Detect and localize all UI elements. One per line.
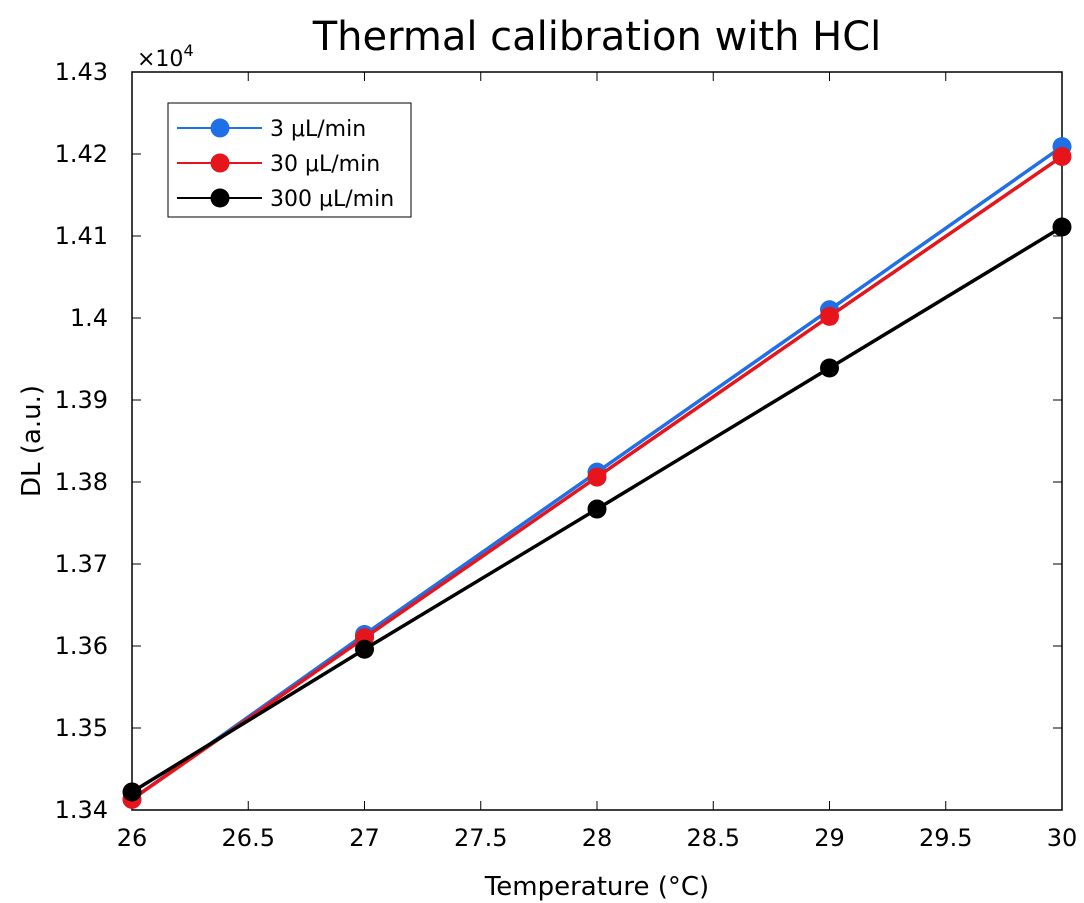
svg-text:×104: ×104 <box>137 41 194 72</box>
x-axis-ticks: 26 26.5 27 27.5 28 28.5 29 29.5 30 <box>117 72 1078 852</box>
x-tick-label: 27 <box>349 824 380 852</box>
y-tick-label: 1.38 <box>55 468 108 496</box>
x-tick-label: 28 <box>582 824 613 852</box>
series-3-point <box>122 782 142 802</box>
x-tick-label: 27.5 <box>454 824 507 852</box>
x-tick-label: 30 <box>1047 824 1078 852</box>
y-multiplier-base: ×10 <box>137 47 183 72</box>
y-axis-ticks: 1.34 1.35 1.36 1.37 1.38 1.39 1.4 1.41 1.42 1.43 <box>55 58 1062 824</box>
legend-label-3: 300 μL/min <box>270 187 394 212</box>
x-tick-label: 26.5 <box>222 824 275 852</box>
legend-marker-3 <box>210 188 230 208</box>
y-tick-label: 1.36 <box>55 632 108 660</box>
series-layer <box>122 137 1072 809</box>
series-3-point <box>1052 217 1072 237</box>
legend-label-1: 3 μL/min <box>270 117 366 142</box>
x-tick-label: 28.5 <box>687 824 740 852</box>
series-2-point <box>820 306 839 326</box>
series-2-point <box>1052 146 1072 166</box>
x-axis-label: Temperature (°C) <box>484 872 709 902</box>
y-tick-label: 1.35 <box>55 714 108 742</box>
series-3-point <box>820 358 839 378</box>
y-axis-label: DL (a.u.) <box>17 385 47 497</box>
x-tick-label: 29.5 <box>919 824 972 852</box>
y-multiplier-exponent: 4 <box>183 41 193 60</box>
legend-marker-1 <box>210 118 230 138</box>
y-tick-label: 1.39 <box>55 386 108 414</box>
y-tick-label: 1.4 <box>70 304 108 332</box>
y-tick-label: 1.34 <box>55 796 108 824</box>
y-tick-label: 1.42 <box>55 140 108 168</box>
y-tick-label: 1.43 <box>55 58 108 86</box>
legend-marker-2 <box>210 153 230 173</box>
legend: 3 μL/min 30 μL/min 300 μL/min <box>167 102 412 218</box>
x-tick-label: 29 <box>814 824 845 852</box>
chart-title: Thermal calibration with HCl <box>312 14 882 60</box>
series-3-point <box>355 639 374 659</box>
y-tick-label: 1.37 <box>55 550 108 578</box>
y-tick-label: 1.41 <box>55 222 108 250</box>
series-2-point <box>587 467 607 487</box>
series-3-point <box>587 499 607 519</box>
x-tick-label: 26 <box>117 824 148 852</box>
y-multiplier: ×104 <box>137 41 194 72</box>
legend-label-2: 30 μL/min <box>270 152 380 177</box>
